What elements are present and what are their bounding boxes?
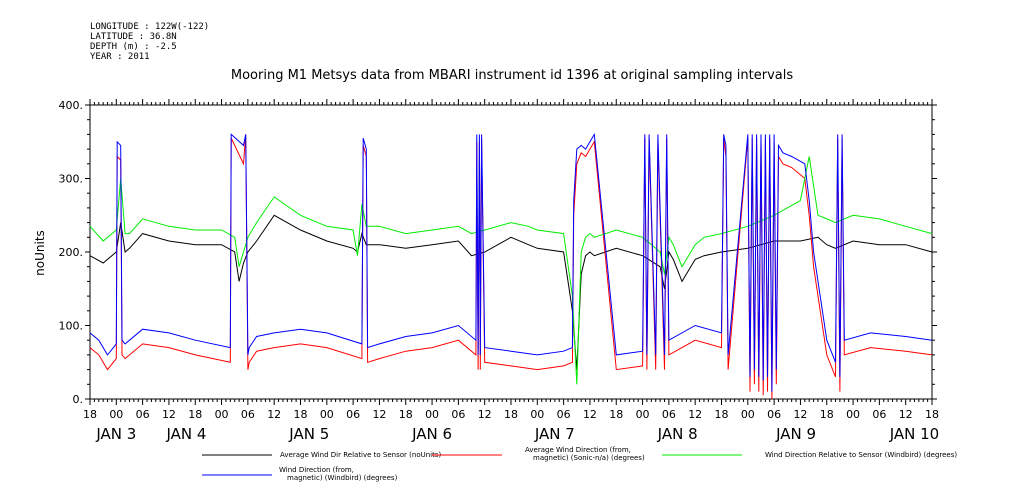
x-tick-label: 00: [530, 408, 544, 421]
x-tick-label: 00: [109, 408, 123, 421]
latitude-label: LATITUDE : 36.8N: [90, 32, 177, 42]
x-tick-label: 12: [267, 408, 281, 421]
x-tick-label: 12: [372, 408, 386, 421]
x-day-label: JAN 8: [657, 425, 698, 443]
y-axis: 0. 100. 200. 300. 400.: [59, 99, 937, 406]
x-tick-label: 06: [662, 408, 676, 421]
y-tick-label: 0.: [73, 393, 84, 406]
x-tick-label: 06: [557, 408, 571, 421]
x-tick-label: 06: [872, 408, 886, 421]
x-day-label: JAN 4: [165, 425, 206, 443]
x-tick-label: 18: [188, 408, 202, 421]
x-tick-label: 12: [478, 408, 492, 421]
x-tick-label: 06: [767, 408, 781, 421]
legend: Average Wind Dir Relative to Sensor (noU…: [202, 446, 957, 482]
x-day-label: JAN 10: [889, 425, 940, 443]
series-layer: [89, 132, 933, 400]
x-tick-label: 18: [294, 408, 308, 421]
x-day-label: JAN 6: [411, 425, 452, 443]
x-tick-label: 18: [83, 408, 97, 421]
y-tick-label: 100.: [59, 320, 84, 333]
x-tick-label: 06: [136, 408, 150, 421]
x-tick-label: 18: [504, 408, 518, 421]
y-tick-label: 300.: [59, 173, 84, 186]
x-tick-label: 18: [609, 408, 623, 421]
x-tick-label: 18: [925, 408, 939, 421]
legend-label-2: Average Wind Direction (from, magnetic) (…: [525, 446, 645, 462]
x-tick-label: 00: [741, 408, 755, 421]
longitude-label: LONGITUDE : 122W(-122): [90, 22, 209, 32]
x-tick-label: 18: [399, 408, 413, 421]
x-day-label: JAN 5: [288, 425, 329, 443]
x-tick-label: 00: [425, 408, 439, 421]
x-tick-label: 12: [899, 408, 913, 421]
chart-title: Mooring M1 Metsys data from MBARI instru…: [231, 68, 793, 83]
x-tick-label: 06: [451, 408, 465, 421]
legend-label-4: Wind Direction (from, magnetic) (Windbird…: [279, 466, 398, 482]
x-tick-label: 12: [793, 408, 807, 421]
legend-label-3: Wind Direction Relative to Sensor (Windb…: [765, 451, 957, 459]
x-tick-label: 12: [162, 408, 176, 421]
x-tick-label: 00: [215, 408, 229, 421]
x-tick-label: 18: [820, 408, 834, 421]
x-tick-label: 00: [320, 408, 334, 421]
x-tick-label: 12: [688, 408, 702, 421]
x-tick-label: 06: [241, 408, 255, 421]
legend-label-1: Average Wind Dir Relative to Sensor (noU…: [280, 451, 441, 459]
series-line-3: [89, 156, 933, 385]
depth-label: DEPTH (m) : -2.5: [90, 42, 177, 52]
series-line-4: [89, 132, 933, 392]
x-tick-label: 12: [583, 408, 597, 421]
x-day-label: JAN 9: [775, 425, 816, 443]
y-axis-label: noUnits: [33, 230, 47, 276]
x-day-label: JAN 7: [534, 425, 575, 443]
x-tick-label: 00: [636, 408, 650, 421]
x-tick-label: 06: [346, 408, 360, 421]
year-label: YEAR : 2011: [90, 52, 150, 62]
y-tick-label: 200.: [59, 246, 84, 259]
x-axis: 18 00 06 12 18 00 06 12 18 00 06 12 18 00 06 12 18 00 06 12…: [83, 99, 939, 443]
y-tick-label: 400.: [59, 99, 84, 112]
plot-frame: [89, 104, 933, 400]
x-tick-label: 00: [846, 408, 860, 421]
x-day-label: JAN 3: [95, 425, 136, 443]
series-line-1: [89, 214, 933, 370]
x-tick-label: 18: [715, 408, 729, 421]
